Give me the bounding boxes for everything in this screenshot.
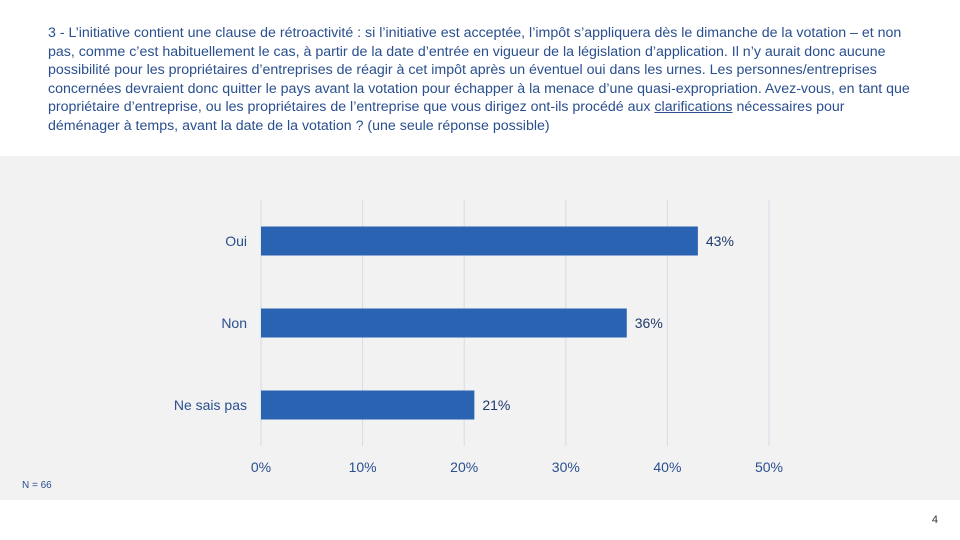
- data-label: 36%: [635, 315, 663, 331]
- bar: [261, 390, 475, 420]
- x-tick-label: 0%: [251, 459, 271, 475]
- question-text-part2: nécessaires pour déménager à temps, avan…: [48, 99, 845, 134]
- bar: [261, 226, 698, 256]
- category-label: Oui: [225, 233, 247, 249]
- data-label: 43%: [706, 233, 734, 249]
- category-label: Ne sais pas: [174, 397, 247, 413]
- x-tick-label: 50%: [755, 459, 783, 475]
- category-label: Non: [221, 315, 247, 331]
- data-label: 21%: [482, 397, 510, 413]
- chart-panel: 0% 10% 20% 30% 40% 50% Oui 43% Non 36% Ne sais pas…: [0, 156, 960, 500]
- sample-size-label: N = 66: [22, 480, 52, 491]
- x-tick-label: 30%: [552, 459, 580, 475]
- x-tick-label: 10%: [349, 459, 377, 475]
- bar: [261, 308, 627, 338]
- question-text-part1: 3 - L’initiative contient une clause de …: [48, 25, 910, 115]
- question-text: 3 - L’initiative contient une clause de …: [48, 24, 918, 135]
- page-number: 4: [931, 514, 938, 526]
- x-tick-label: 40%: [653, 459, 681, 475]
- bar-chart: 0% 10% 20% 30% 40% 50% Oui 43% Non 36% Ne sais pas…: [174, 200, 783, 475]
- x-tick-label: 20%: [450, 459, 478, 475]
- question-text-underlined: clarifications: [654, 99, 733, 115]
